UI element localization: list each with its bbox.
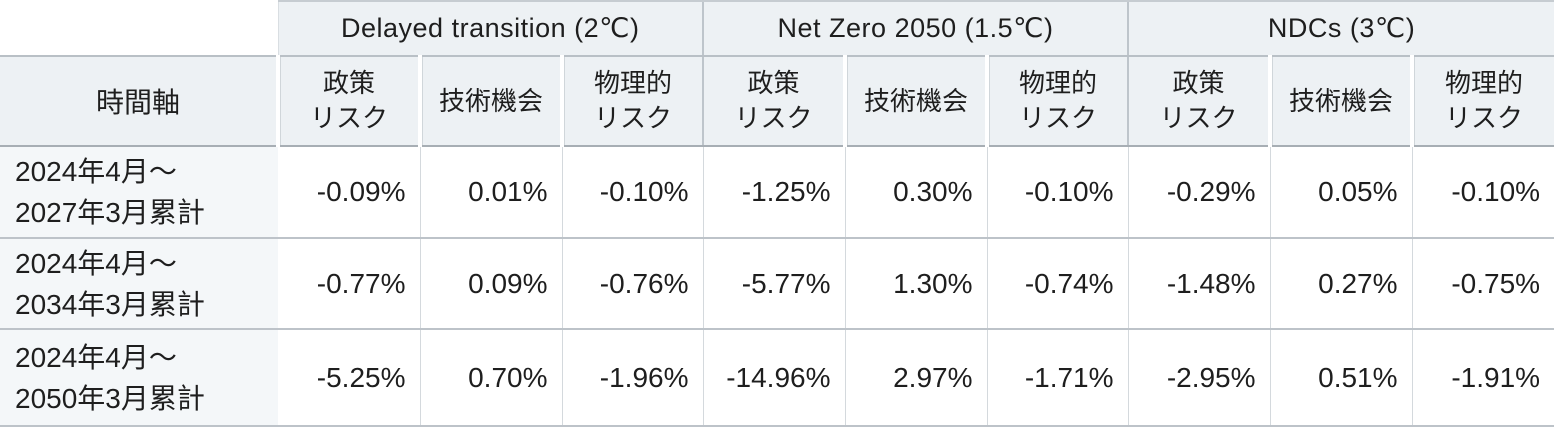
header-row-groups: Delayed transition (2℃) Net Zero 2050 (1…: [0, 0, 1554, 57]
period-cell: 2024年4月〜 2050年3月累計: [0, 329, 278, 427]
value-cell: 0.09%: [419, 238, 562, 330]
table-row: 2024年4月〜 2027年3月累計 -0.09% 0.01% -0.10% -…: [0, 146, 1554, 239]
value-cell: -1.25%: [702, 146, 845, 239]
group-header-net-zero-2050: Net Zero 2050 (1.5℃): [701, 0, 1129, 57]
time-axis-header: 時間軸: [0, 56, 278, 147]
period-cell: 2024年4月〜 2027年3月累計: [0, 146, 278, 239]
value-cell: 0.27%: [1269, 238, 1413, 330]
value-cell: -1.91%: [1411, 329, 1554, 427]
group-header-ndcs: NDCs (3℃): [1127, 0, 1554, 57]
value-cell: 0.51%: [1269, 329, 1413, 427]
value-cell: -0.10%: [986, 146, 1129, 239]
value-cell: -0.76%: [561, 238, 703, 330]
value-cell: -5.25%: [278, 329, 420, 427]
value-cell: 0.70%: [419, 329, 562, 427]
value-cell: -0.10%: [561, 146, 703, 239]
value-cell: 0.30%: [844, 146, 987, 239]
period-cell: 2024年4月〜 2034年3月累計: [0, 238, 278, 330]
value-cell: -0.75%: [1411, 238, 1554, 330]
value-cell: 0.01%: [419, 146, 562, 239]
value-cell: -0.09%: [278, 146, 420, 239]
subheader-physical-risk: 物理的 リスク: [1410, 56, 1554, 147]
table-row: 2024年4月〜 2034年3月累計 -0.77% 0.09% -0.76% -…: [0, 238, 1554, 330]
subheader-tech-opportunity: 技術機会: [843, 56, 987, 147]
value-cell: -0.29%: [1127, 146, 1271, 239]
value-cell: -5.77%: [702, 238, 845, 330]
value-cell: -14.96%: [702, 329, 845, 427]
value-cell: 2.97%: [844, 329, 987, 427]
subheader-tech-opportunity: 技術機会: [418, 56, 562, 147]
value-cell: -0.77%: [278, 238, 420, 330]
value-cell: 0.05%: [1269, 146, 1413, 239]
value-cell: -2.95%: [1127, 329, 1271, 427]
corner-spacer: [0, 1, 278, 57]
subheader-tech-opportunity: 技術機会: [1268, 56, 1413, 147]
subheader-policy-risk: 政策 リスク: [702, 56, 845, 147]
value-cell: -0.74%: [986, 238, 1129, 330]
value-cell: -0.10%: [1411, 146, 1554, 239]
value-cell: -1.96%: [561, 329, 703, 427]
header-row-subcolumns: 時間軸 政策 リスク 技術機会 物理的 リスク 政策 リスク 技術機会 物理的 …: [0, 56, 1554, 147]
subheader-policy-risk: 政策 リスク: [276, 56, 420, 147]
value-cell: 1.30%: [844, 238, 987, 330]
subheader-policy-risk: 政策 リスク: [1127, 56, 1271, 147]
value-cell: -1.71%: [986, 329, 1129, 427]
subheader-physical-risk: 物理的 リスク: [984, 56, 1129, 147]
table-row: 2024年4月〜 2050年3月累計 -5.25% 0.70% -1.96% -…: [0, 329, 1554, 427]
subheader-physical-risk: 物理的 リスク: [560, 56, 703, 147]
value-cell: -1.48%: [1127, 238, 1271, 330]
group-header-delayed-transition: Delayed transition (2℃): [277, 0, 703, 57]
